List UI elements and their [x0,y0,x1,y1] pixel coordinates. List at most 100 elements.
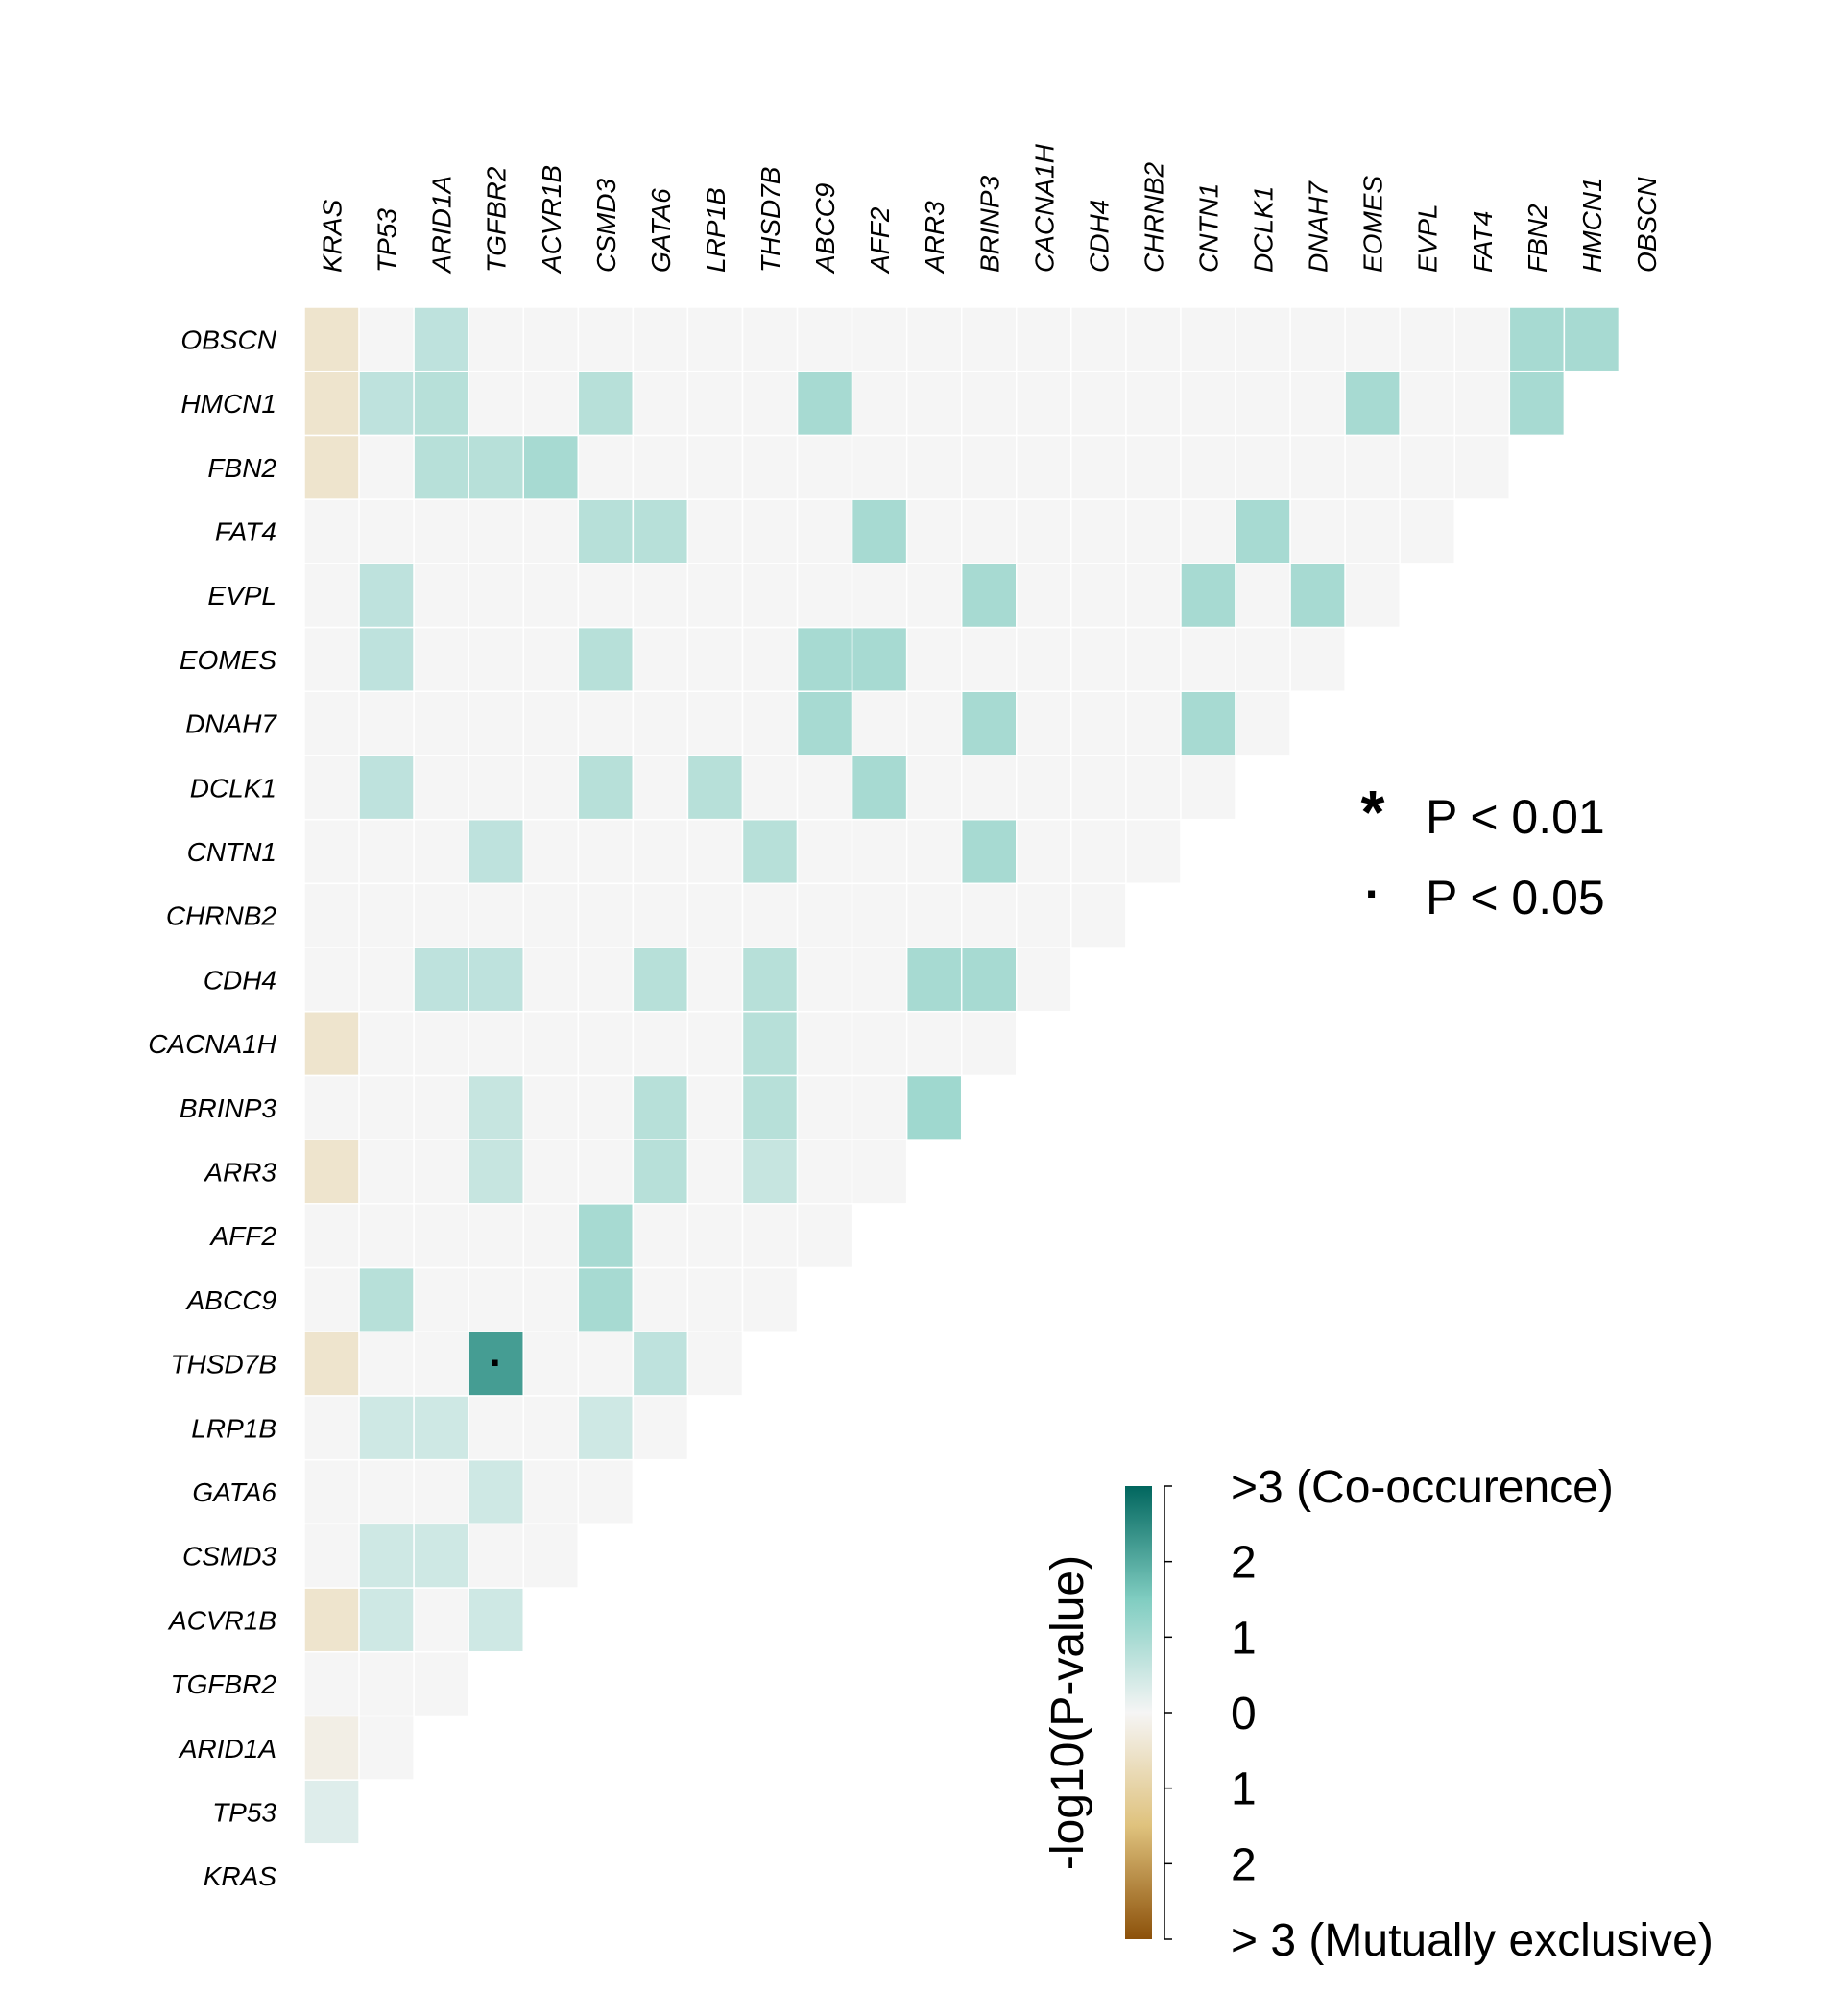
heatmap-cell-OBSCN-DCLK1 [1235,306,1291,372]
heatmap-cell-DNAH7-CHRNB2 [1125,690,1182,756]
legend-dot-symbol: · [1365,867,1381,921]
heatmap-cell-OBSCN-CDH4 [1070,306,1127,372]
heatmap-cell-DNAH7-BRINP3 [960,690,1018,756]
heatmap-cell-CACNA1H-TGFBR2 [468,1010,524,1077]
heatmap-cell-EVPL-CSMD3 [577,563,635,629]
heatmap-cell-FAT4-DNAH7 [1289,498,1346,564]
row-label-FAT4: FAT4 [215,516,276,546]
heatmap-cell-EVPL-LRP1B [686,563,744,629]
heatmap-cell-CNTN1-CACNA1H [1016,818,1072,885]
heatmap-cell-DNAH7-CDH4 [1070,690,1127,756]
heatmap-cell-AFF2-KRAS [303,1203,360,1269]
heatmap-cell-EOMES-TGFBR2 [468,626,524,692]
heatmap-cell-CSMD3-ACVR1B [522,1523,580,1589]
column-label-KRAS: KRAS [318,199,348,273]
heatmap-cell-DCLK1-AFF2 [851,755,908,821]
row-label-KRAS: KRAS [204,1861,277,1891]
heatmap-cell-GATA6-TGFBR2 [468,1458,524,1525]
heatmap-cell-DCLK1-LRP1B [686,755,744,821]
heatmap-cell-DCLK1-ARID1A [413,755,469,821]
heatmap-cell-LRP1B-GATA6 [632,1395,689,1461]
heatmap-cell-EOMES-ARR3 [905,626,963,692]
row-label-TGFBR2: TGFBR2 [171,1669,277,1699]
heatmap-cell-HMCN1-LRP1B [686,370,744,437]
heatmap-cell-BRINP3-TGFBR2 [468,1074,524,1140]
heatmap-cell-FAT4-CNTN1 [1180,498,1236,564]
heatmap-cell-EVPL-DNAH7 [1289,563,1346,629]
heatmap-cell-CACNA1H-CSMD3 [577,1010,635,1077]
colorbar-tick-label: 0 [1231,1689,1257,1740]
heatmap-cell-EVPL-EOMES [1344,563,1401,629]
heatmap-cell-CHRNB2-KRAS [303,882,360,948]
heatmap-cell-HMCN1-TGFBR2 [468,370,524,437]
heatmap-cell-DNAH7-ARR3 [905,690,963,756]
heatmap-cell-CACNA1H-BRINP3 [960,1010,1018,1077]
heatmap-cell-ARR3-TP53 [358,1139,415,1205]
heatmap-cell-EOMES-ABCC9 [796,626,853,692]
column-label-OBSCN: OBSCN [1632,177,1662,273]
heatmap-cell-DCLK1-ACVR1B [522,755,580,821]
column-label-THSD7B: THSD7B [756,167,785,273]
heatmap-cell-TGFBR2-TP53 [358,1650,415,1717]
heatmap-cell-HMCN1-CNTN1 [1180,370,1236,437]
heatmap-cell-CDH4-ABCC9 [796,947,853,1013]
heatmap-cell-FAT4-ABCC9 [796,498,853,564]
row-label-OBSCN: OBSCN [180,324,276,354]
heatmap-cell-ACVR1B-TGFBR2 [468,1587,524,1653]
column-label-CNTN1: CNTN1 [1193,183,1223,273]
heatmap-cell-FBN2-CDH4 [1070,434,1127,500]
heatmap-cell-CDH4-AFF2 [851,947,908,1013]
heatmap-cell-HMCN1-BRINP3 [960,370,1018,437]
heatmap-cell-AFF2-ABCC9 [796,1203,853,1269]
heatmap-cell-ARR3-THSD7B [741,1139,799,1205]
heatmap-cell-CHRNB2-TGFBR2 [468,882,524,948]
heatmap-cell-CDH4-THSD7B [741,947,799,1013]
row-label-ARR3: ARR3 [203,1157,276,1187]
heatmap-cell-HMCN1-ARID1A [413,370,469,437]
heatmap-cell-EVPL-TGFBR2 [468,563,524,629]
row-label-LRP1B: LRP1B [191,1413,276,1443]
heatmap-cell-GATA6-ACVR1B [522,1458,580,1525]
heatmap-cell-HMCN1-GATA6 [632,370,689,437]
heatmap-cell-EOMES-CHRNB2 [1125,626,1182,692]
row-label-HMCN1: HMCN1 [180,389,276,419]
column-label-CHRNB2: CHRNB2 [1139,161,1168,273]
colorbar-tick-label: 2 [1231,1538,1257,1589]
heatmap-cell-OBSCN-ACVR1B [522,306,580,372]
heatmap-cell-CHRNB2-ARR3 [905,882,963,948]
heatmap-cell-CSMD3-TGFBR2 [468,1523,524,1589]
heatmap-cell-FAT4-TP53 [358,498,415,564]
heatmap-cell-DNAH7-ABCC9 [796,690,853,756]
heatmap-cell-OBSCN-EVPL [1399,306,1456,372]
heatmap-cell-CACNA1H-ABCC9 [796,1010,853,1077]
heatmap-cell-ARR3-GATA6 [632,1139,689,1205]
heatmap-cell-OBSCN-EOMES [1344,306,1401,372]
column-label-ACVR1B: ACVR1B [537,165,566,275]
heatmap-cell-CHRNB2-THSD7B [741,882,799,948]
significance-mark-THSD7B-TGFBR2: · [489,1340,503,1387]
column-label-FBN2: FBN2 [1523,204,1552,273]
heatmap-cell-DNAH7-ACVR1B [522,690,580,756]
heatmap-cell-FAT4-KRAS [303,498,360,564]
heatmap-cell-LRP1B-ARID1A [413,1395,469,1461]
heatmap-cell-OBSCN-FBN2 [1508,306,1566,372]
heatmap-cell-HMCN1-FAT4 [1453,370,1511,437]
column-label-EOMES: EOMES [1358,176,1388,273]
heatmap-cell-TP53-KRAS [303,1779,360,1845]
colorbar-ticks: >3 (Co-occurence) 2 1 0 1 2 > 3 (Mutually excl… [1164,1462,1714,1966]
heatmap-cell-AFF2-TP53 [358,1203,415,1269]
heatmap-cell-OBSCN-BRINP3 [960,306,1018,372]
row-labels: KRAS TP53 ARID1A TGFBR2 ACVR1B CSMD3 GATA6 LRP1… [148,324,277,1891]
heatmap-cell-HMCN1-ARR3 [905,370,963,437]
heatmap-cell-EOMES-CDH4 [1070,626,1127,692]
heatmap-cell-EVPL-TP53 [358,563,415,629]
row-label-CACNA1H: CACNA1H [148,1029,277,1059]
column-label-BRINP3: BRINP3 [974,175,1004,273]
heatmap-cell-DNAH7-KRAS [303,690,360,756]
heatmap-cell-HMCN1-THSD7B [741,370,799,437]
heatmap-cell-EOMES-AFF2 [851,626,908,692]
heatmap-cell-ARR3-ACVR1B [522,1139,580,1205]
heatmap-cell-CSMD3-TP53 [358,1523,415,1589]
column-label-CDH4: CDH4 [1084,200,1114,273]
row-label-CHRNB2: CHRNB2 [166,901,277,931]
